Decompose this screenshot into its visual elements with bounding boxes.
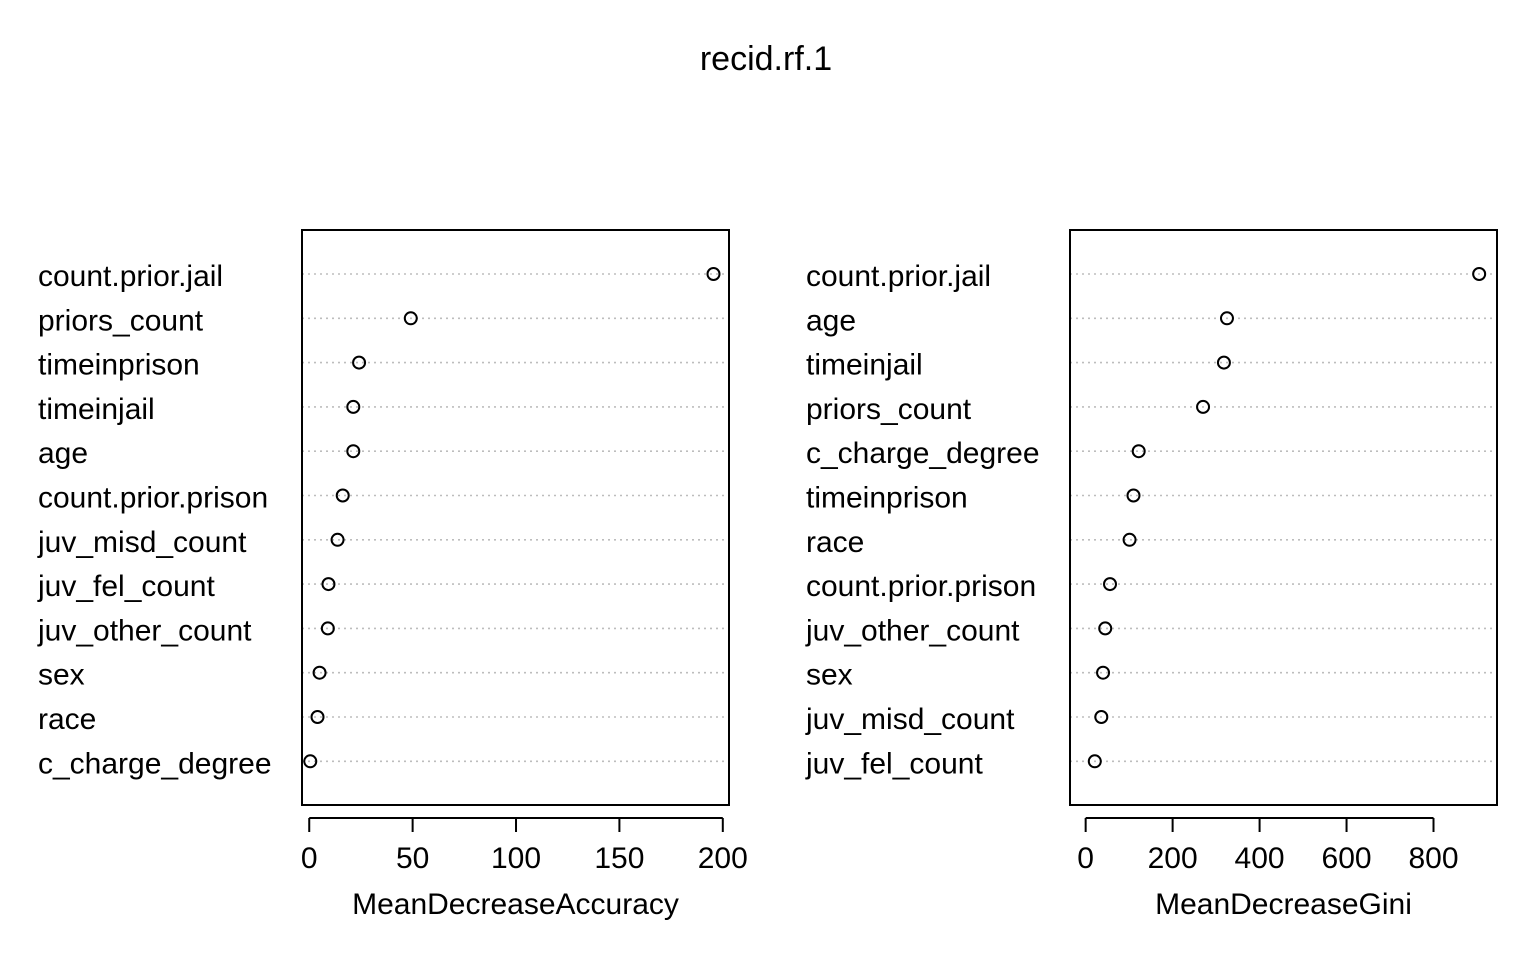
category-label: juv_misd_count: [805, 703, 1015, 736]
category-label: age: [806, 304, 856, 337]
plot-frame: [1069, 229, 1498, 806]
data-point: [1219, 311, 1234, 326]
data-point: [346, 444, 361, 459]
data-point: [403, 311, 418, 326]
data-point: [1216, 355, 1231, 370]
data-point: [1103, 577, 1118, 592]
x-tick-label: 800: [1408, 842, 1458, 875]
category-label: timeinjail: [806, 349, 923, 382]
category-label: c_charge_degree: [806, 437, 1040, 470]
category-label: race: [806, 526, 864, 559]
chart-title: recid.rf.1: [700, 40, 832, 78]
x-axis-label: MeanDecreaseAccuracy: [352, 888, 679, 921]
x-tick-label: 0: [1077, 842, 1094, 875]
data-point: [312, 665, 327, 680]
category-label: juv_misd_count: [37, 526, 247, 559]
data-point: [1094, 710, 1109, 724]
x-tick-label: 0: [301, 842, 318, 875]
data-point: [335, 488, 350, 503]
data-point: [1096, 665, 1111, 680]
gini-panel: count.prior.jail age timeinjail priors_coun…: [805, 229, 1498, 921]
category-label: timeinjail: [38, 393, 155, 426]
x-tick-label: 400: [1235, 842, 1285, 875]
category-label: race: [38, 703, 96, 736]
category-label: c_charge_degree: [38, 747, 272, 780]
x-tick-label: 200: [1148, 842, 1198, 875]
data-point: [706, 267, 721, 281]
x-tick-label: 100: [491, 842, 541, 875]
category-label: juv_other_count: [805, 614, 1020, 647]
data-point: [320, 621, 335, 636]
x-tick-label: 150: [594, 842, 644, 875]
data-point: [346, 399, 361, 414]
category-label: age: [38, 437, 88, 470]
data-point: [1098, 621, 1113, 636]
category-label: priors_count: [806, 393, 972, 426]
category-label: sex: [806, 659, 853, 692]
category-label: count.prior.jail: [38, 260, 223, 293]
data-point: [1087, 754, 1102, 769]
accuracy-panel: count.prior.jail priors_count timeinprison…: [37, 229, 748, 921]
category-label: timeinprison: [38, 349, 200, 382]
data-point: [1131, 444, 1146, 459]
category-label: juv_fel_count: [37, 570, 215, 603]
data-point: [1122, 532, 1137, 547]
category-label: juv_fel_count: [805, 747, 983, 780]
data-point: [1126, 488, 1141, 503]
x-tick-label: 200: [698, 842, 748, 875]
data-point: [352, 355, 367, 370]
x-axis-label: MeanDecreaseGini: [1155, 888, 1412, 921]
category-label: priors_count: [38, 304, 204, 337]
category-label: sex: [38, 659, 85, 692]
x-tick-label: 50: [396, 842, 429, 875]
category-label: juv_other_count: [37, 614, 252, 647]
category-label: timeinprison: [806, 482, 968, 515]
data-point: [303, 754, 318, 769]
x-tick-label: 600: [1322, 842, 1372, 875]
category-label: count.prior.prison: [806, 570, 1036, 603]
category-label: count.prior.jail: [806, 260, 991, 293]
plot-frame: [301, 229, 730, 806]
data-point: [321, 577, 336, 592]
category-label: count.prior.prison: [38, 482, 268, 515]
data-point: [310, 710, 325, 724]
data-point: [1196, 399, 1211, 414]
data-point: [1472, 267, 1487, 281]
data-point: [330, 532, 345, 547]
